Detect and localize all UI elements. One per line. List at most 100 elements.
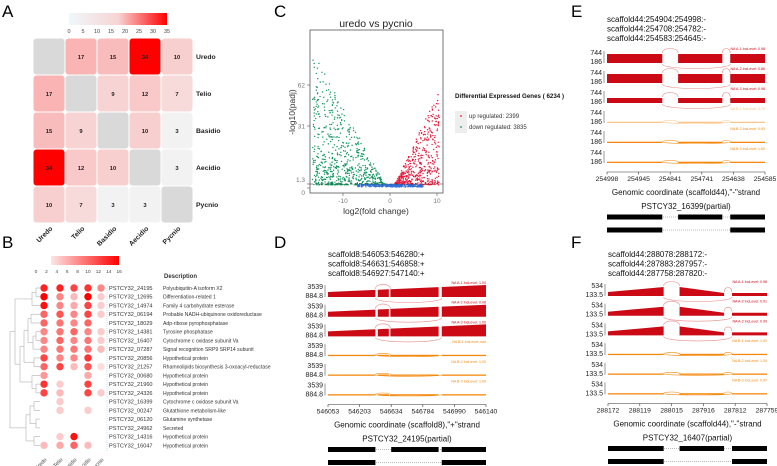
volcano-point-down bbox=[328, 136, 330, 138]
heatmap-cell-value: 10 bbox=[46, 203, 52, 209]
volcano-point-down bbox=[342, 127, 344, 129]
x-tick-label: -10 bbox=[338, 198, 348, 205]
volcano-point-up bbox=[436, 117, 439, 120]
volcano-point-down bbox=[355, 177, 357, 179]
heatmap-row-label: Aecidio bbox=[196, 165, 221, 172]
volcano-point-down bbox=[375, 175, 378, 177]
volcano-point-down bbox=[367, 180, 370, 182]
volcano-point-up bbox=[431, 182, 434, 184]
volcano-point-up bbox=[427, 120, 429, 122]
volcano-point-up bbox=[402, 173, 404, 176]
volcano-point-down bbox=[328, 83, 331, 85]
volcano-point-up bbox=[431, 116, 434, 118]
junction-arc bbox=[663, 373, 733, 376]
expression-dot bbox=[56, 380, 64, 388]
volcano-point-down bbox=[323, 106, 326, 108]
volcano-point-up bbox=[406, 179, 409, 181]
junction-arc bbox=[663, 296, 733, 302]
track-y-max-label: 534 bbox=[591, 283, 603, 290]
volcano-point-down bbox=[342, 165, 344, 167]
volcano-point-up bbox=[423, 149, 425, 152]
volcano-point-down bbox=[324, 178, 327, 181]
volcano-point-up bbox=[406, 171, 409, 174]
volcano-point-up bbox=[431, 159, 434, 162]
volcano-point-down bbox=[372, 168, 374, 171]
dot-column-label: Telio bbox=[52, 457, 64, 466]
volcano-point-ns bbox=[375, 185, 378, 188]
volcano-point-down bbox=[347, 171, 349, 173]
volcano-point-down bbox=[319, 81, 321, 83]
volcano-point-down bbox=[360, 168, 362, 170]
volcano-point-down bbox=[369, 180, 371, 182]
volcano-point-down bbox=[351, 180, 353, 182]
volcano-point-down bbox=[363, 169, 366, 172]
volcano-point-down bbox=[373, 167, 375, 170]
panel-label-f: F bbox=[571, 233, 581, 252]
volcano-point-up bbox=[410, 170, 413, 173]
volcano-point-up bbox=[398, 181, 400, 183]
volcano-point-down bbox=[327, 89, 330, 91]
gene-id: PSTCY32_16399 bbox=[109, 400, 153, 406]
volcano-point-down bbox=[367, 176, 370, 178]
volcano-point-down bbox=[345, 163, 347, 165]
volcano-point-up bbox=[438, 168, 440, 170]
volcano-point-down bbox=[358, 176, 360, 178]
heatmap-cell bbox=[33, 186, 65, 223]
volcano-point-down bbox=[333, 159, 336, 161]
volcano-point-up bbox=[400, 179, 402, 182]
volcano-point-ns bbox=[406, 185, 408, 188]
volcano-plot-area bbox=[309, 29, 444, 194]
volcano-point-up bbox=[409, 160, 412, 162]
coverage-area bbox=[607, 74, 663, 83]
volcano-point-down bbox=[338, 148, 340, 150]
volcano-point-down bbox=[336, 161, 338, 164]
volcano-point-up bbox=[434, 143, 437, 145]
volcano-point-up bbox=[434, 179, 436, 182]
junction-arc bbox=[662, 103, 731, 109]
expression-dot bbox=[97, 310, 105, 318]
heatmap-cell bbox=[129, 75, 161, 112]
volcano-point-down bbox=[359, 179, 362, 181]
colorbar-tick-label: 25 bbox=[136, 29, 142, 35]
genomic-tick-label: 287916 bbox=[692, 408, 715, 415]
volcano-point-up bbox=[434, 136, 436, 139]
volcano-point-down bbox=[331, 156, 334, 159]
volcano-point-down bbox=[360, 177, 363, 180]
volcano-point-up bbox=[408, 173, 410, 176]
volcano-point-down bbox=[343, 179, 345, 181]
volcano-point-up bbox=[416, 177, 419, 179]
volcano-point-down bbox=[316, 173, 318, 175]
volcano-point-up bbox=[396, 180, 398, 182]
dot-matrix: PSTCY32_24195 Polyubiquitin-A isoform X2 P… bbox=[34, 284, 271, 466]
volcano-point-down bbox=[331, 171, 333, 173]
volcano-point-up bbox=[426, 175, 429, 177]
volcano-point-down bbox=[337, 171, 340, 173]
volcano-point-up bbox=[398, 180, 401, 182]
junction-arc bbox=[662, 63, 731, 69]
volcano-point-ns bbox=[385, 184, 387, 186]
track-inclevel-label: NA B-2 IncLevel: 1.00 bbox=[732, 359, 767, 363]
volcano-point-down bbox=[376, 177, 379, 180]
volcano-point-ns bbox=[422, 185, 424, 188]
volcano-point-up bbox=[433, 148, 435, 151]
volcano-point-down bbox=[344, 146, 346, 149]
volcano-point-down bbox=[336, 102, 339, 104]
coverage-area bbox=[732, 332, 767, 336]
gene-id: PSTCY32_21960 bbox=[109, 382, 153, 388]
junction-arc bbox=[375, 394, 443, 397]
volcano-point-down bbox=[356, 182, 359, 184]
volcano-point-up bbox=[436, 124, 438, 126]
colorbar-tick-label: 15 bbox=[108, 29, 114, 35]
volcano-point-up bbox=[428, 121, 431, 123]
volcano-point-down bbox=[325, 83, 327, 85]
volcano-point-down bbox=[317, 105, 320, 107]
volcano-point-ns bbox=[420, 185, 423, 187]
volcano-point-down bbox=[328, 151, 330, 153]
gene-description: Family 4 carbohydrate esterase bbox=[163, 303, 235, 309]
expression-dot bbox=[56, 284, 64, 292]
expression-dot bbox=[97, 284, 105, 292]
volcano-point-down bbox=[360, 166, 362, 169]
volcano-point-down bbox=[336, 179, 338, 182]
volcano-point-down bbox=[321, 162, 324, 164]
volcano-point-down bbox=[332, 122, 334, 124]
